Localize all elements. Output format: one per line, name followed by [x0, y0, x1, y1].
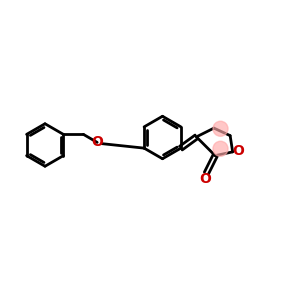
Circle shape — [213, 141, 228, 156]
Text: O: O — [232, 144, 244, 158]
Text: O: O — [199, 172, 211, 186]
Circle shape — [213, 121, 228, 136]
Text: O: O — [91, 135, 103, 149]
